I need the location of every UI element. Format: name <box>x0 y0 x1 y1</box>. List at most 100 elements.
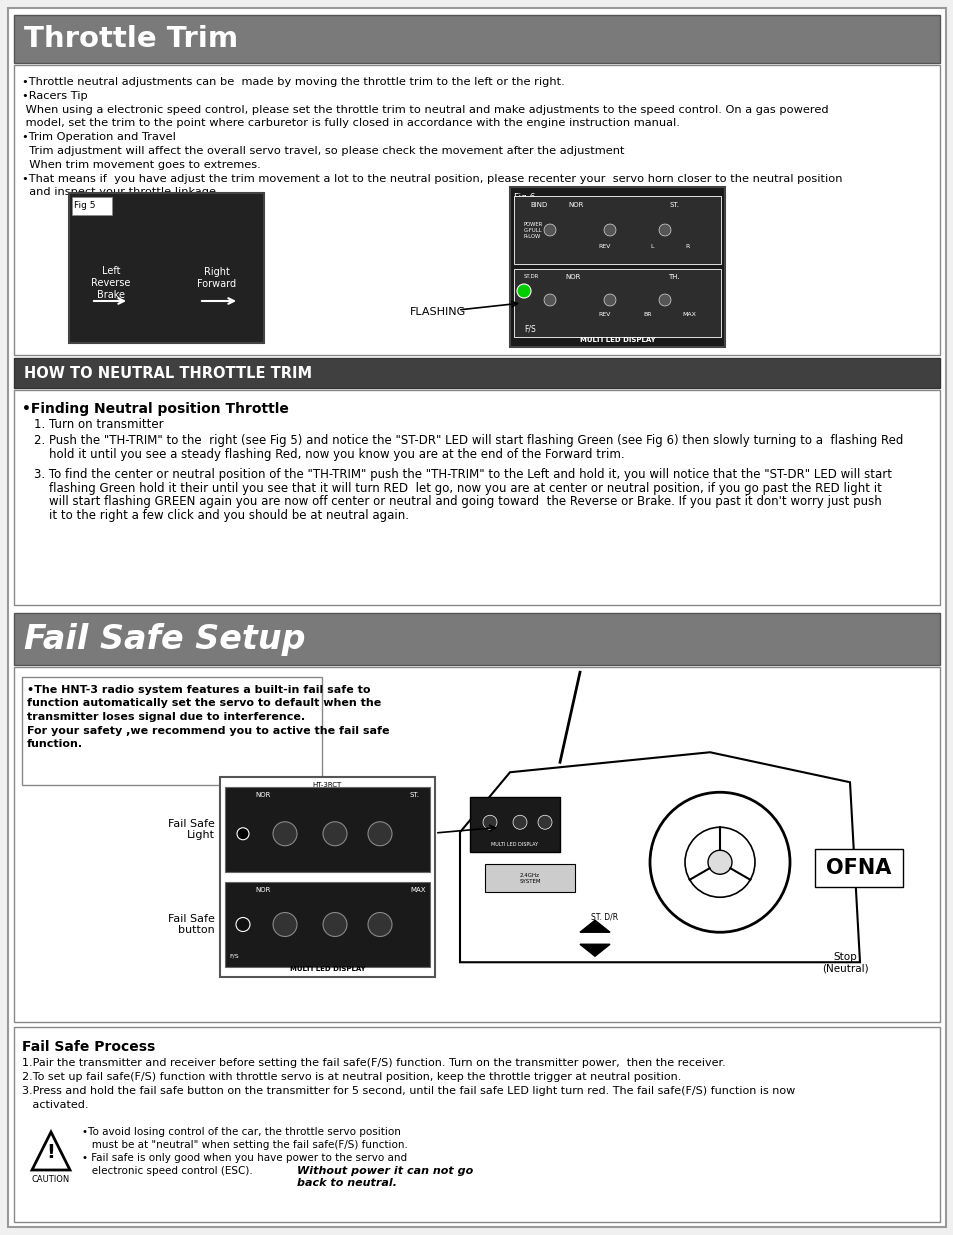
Text: ST.: ST. <box>669 203 679 207</box>
Text: For your safety ,we recommend you to active the fail safe: For your safety ,we recommend you to act… <box>27 725 389 736</box>
Text: hold it until you see a steady flashing Red, now you know you are at the end of : hold it until you see a steady flashing … <box>34 448 624 461</box>
Text: MAX: MAX <box>410 887 425 893</box>
Bar <box>22 677 322 785</box>
Text: ST.: ST. <box>410 792 419 798</box>
Text: MULTI LED DISPLAY: MULTI LED DISPLAY <box>491 842 538 847</box>
Text: •Finding Neutral position Throttle: •Finding Neutral position Throttle <box>22 403 289 416</box>
Circle shape <box>603 224 616 236</box>
Bar <box>470 798 559 852</box>
Circle shape <box>273 821 296 846</box>
Text: 1.Pair the transmitter and receiver before setting the fail safe(F/S) function. : 1.Pair the transmitter and receiver befo… <box>22 1058 725 1068</box>
Text: When using a electronic speed control, please set the throttle trim to neutral a: When using a electronic speed control, p… <box>22 105 828 115</box>
Bar <box>14 390 939 605</box>
Text: NOR: NOR <box>254 887 270 893</box>
Text: MULTI LED DISPLAY: MULTI LED DISPLAY <box>579 337 655 343</box>
Text: BIND: BIND <box>530 203 547 207</box>
Bar <box>14 613 939 664</box>
Circle shape <box>517 284 531 298</box>
Text: NOR: NOR <box>254 792 270 798</box>
Text: function automatically set the servo to default when the: function automatically set the servo to … <box>27 699 381 709</box>
Text: Fail Safe
Light: Fail Safe Light <box>168 819 214 840</box>
Text: ST.DR: ST.DR <box>523 274 538 279</box>
Text: 2.To set up fail safe(F/S) function with throttle servo is at neutral position, : 2.To set up fail safe(F/S) function with… <box>22 1072 680 1082</box>
Text: ST. D/R: ST. D/R <box>591 913 618 921</box>
Bar <box>220 777 435 977</box>
Text: •To avoid losing control of the car, the throttle servo position: •To avoid losing control of the car, the… <box>82 1128 400 1137</box>
Circle shape <box>659 294 670 306</box>
Text: Throttle Trim: Throttle Trim <box>24 25 238 53</box>
Text: •Racers Tip: •Racers Tip <box>22 91 88 101</box>
Circle shape <box>273 913 296 936</box>
Text: •Trim Operation and Travel: •Trim Operation and Travel <box>22 132 175 142</box>
Polygon shape <box>579 945 609 956</box>
Bar <box>14 15 939 63</box>
Text: • Fail safe is only good when you have power to the servo and: • Fail safe is only good when you have p… <box>82 1153 407 1163</box>
Text: 2.4GHz
SYSTEM: 2.4GHz SYSTEM <box>518 873 540 884</box>
Text: Right
Forward: Right Forward <box>197 267 236 289</box>
Text: function.: function. <box>27 739 83 748</box>
Circle shape <box>323 821 347 846</box>
Text: electronic speed control (ESC).: electronic speed control (ESC). <box>82 1166 255 1176</box>
Circle shape <box>368 821 392 846</box>
Text: R: R <box>684 245 688 249</box>
Text: NOR: NOR <box>564 274 579 280</box>
Text: HT-3RCT: HT-3RCT <box>313 782 342 788</box>
Text: will start flashing GREEN again you are now off center or neutral and going towa: will start flashing GREEN again you are … <box>34 495 881 508</box>
Text: !: ! <box>47 1144 55 1162</box>
Circle shape <box>603 294 616 306</box>
Bar <box>514 269 720 337</box>
Text: 1. Turn on transmitter: 1. Turn on transmitter <box>34 419 164 431</box>
Text: MAX: MAX <box>681 312 695 317</box>
Text: and inspect your throttle linkage.: and inspect your throttle linkage. <box>22 188 219 198</box>
Text: OFNA: OFNA <box>825 858 891 878</box>
Text: POWER
G-FULL
R-LOW: POWER G-FULL R-LOW <box>523 222 542 238</box>
Text: NOR: NOR <box>567 203 583 207</box>
Bar <box>225 787 430 872</box>
Text: •That means if  you have adjust the trim movement a lot to the neutral position,: •That means if you have adjust the trim … <box>22 174 841 184</box>
Text: must be at "neutral" when setting the fail safe(F/S) function.: must be at "neutral" when setting the fa… <box>82 1140 408 1150</box>
Text: 3. To find the center or neutral position of the "TH-TRIM" push the "TH-TRIM" to: 3. To find the center or neutral positio… <box>34 468 891 482</box>
Text: FLASHING: FLASHING <box>410 308 466 317</box>
Bar <box>71 198 112 215</box>
Text: 3.Press and hold the fail safe button on the transmitter for 5 second, until the: 3.Press and hold the fail safe button on… <box>22 1086 795 1095</box>
Polygon shape <box>579 920 609 932</box>
Circle shape <box>236 827 249 840</box>
Bar <box>484 864 575 892</box>
Circle shape <box>543 294 556 306</box>
Circle shape <box>659 224 670 236</box>
Circle shape <box>235 918 250 931</box>
Text: Without power it can not go
back to neutral.: Without power it can not go back to neut… <box>296 1166 473 1188</box>
Bar <box>14 1028 939 1221</box>
Bar <box>14 358 939 388</box>
Circle shape <box>368 913 392 936</box>
Text: F/S: F/S <box>229 953 238 960</box>
Text: •The HNT-3 radio system features a built-in fail safe to: •The HNT-3 radio system features a built… <box>27 685 370 695</box>
Circle shape <box>513 815 526 829</box>
Text: Fig 6: Fig 6 <box>514 193 535 203</box>
Text: BR: BR <box>642 312 651 317</box>
Text: Left
Reverse
Brake: Left Reverse Brake <box>91 267 131 300</box>
Circle shape <box>537 815 552 829</box>
Bar <box>14 65 939 354</box>
Bar <box>514 196 720 264</box>
Text: Fail Safe Process: Fail Safe Process <box>22 1040 155 1053</box>
Text: TH.: TH. <box>667 274 679 280</box>
Text: When trim movement goes to extremes.: When trim movement goes to extremes. <box>22 159 260 169</box>
Text: model, set the trim to the point where carburetor is fully closed in accordance : model, set the trim to the point where c… <box>22 119 679 128</box>
Text: it to the right a few click and you should be at neutral again.: it to the right a few click and you shou… <box>34 509 409 521</box>
Text: Stop
(Neutral): Stop (Neutral) <box>821 952 867 974</box>
Bar <box>814 850 902 887</box>
Text: activated.: activated. <box>22 1099 89 1109</box>
Text: Fig 5: Fig 5 <box>74 201 95 210</box>
Text: MULTI LED DISPLAY: MULTI LED DISPLAY <box>290 966 365 972</box>
Bar <box>14 667 939 1023</box>
Bar <box>225 882 430 967</box>
Polygon shape <box>459 752 859 962</box>
Text: REV: REV <box>598 245 610 249</box>
Text: 2. Push the "TH-TRIM" to the  right (see Fig 5) and notice the "ST-DR" LED will : 2. Push the "TH-TRIM" to the right (see … <box>34 435 902 447</box>
Text: Fail Safe
button: Fail Safe button <box>168 914 214 935</box>
Text: •Throttle neutral adjustments can be  made by moving the throttle trim to the le: •Throttle neutral adjustments can be mad… <box>22 77 564 86</box>
Bar <box>69 193 264 343</box>
Text: HOW TO NEUTRAL THROTTLE TRIM: HOW TO NEUTRAL THROTTLE TRIM <box>24 366 312 380</box>
Circle shape <box>707 850 731 874</box>
